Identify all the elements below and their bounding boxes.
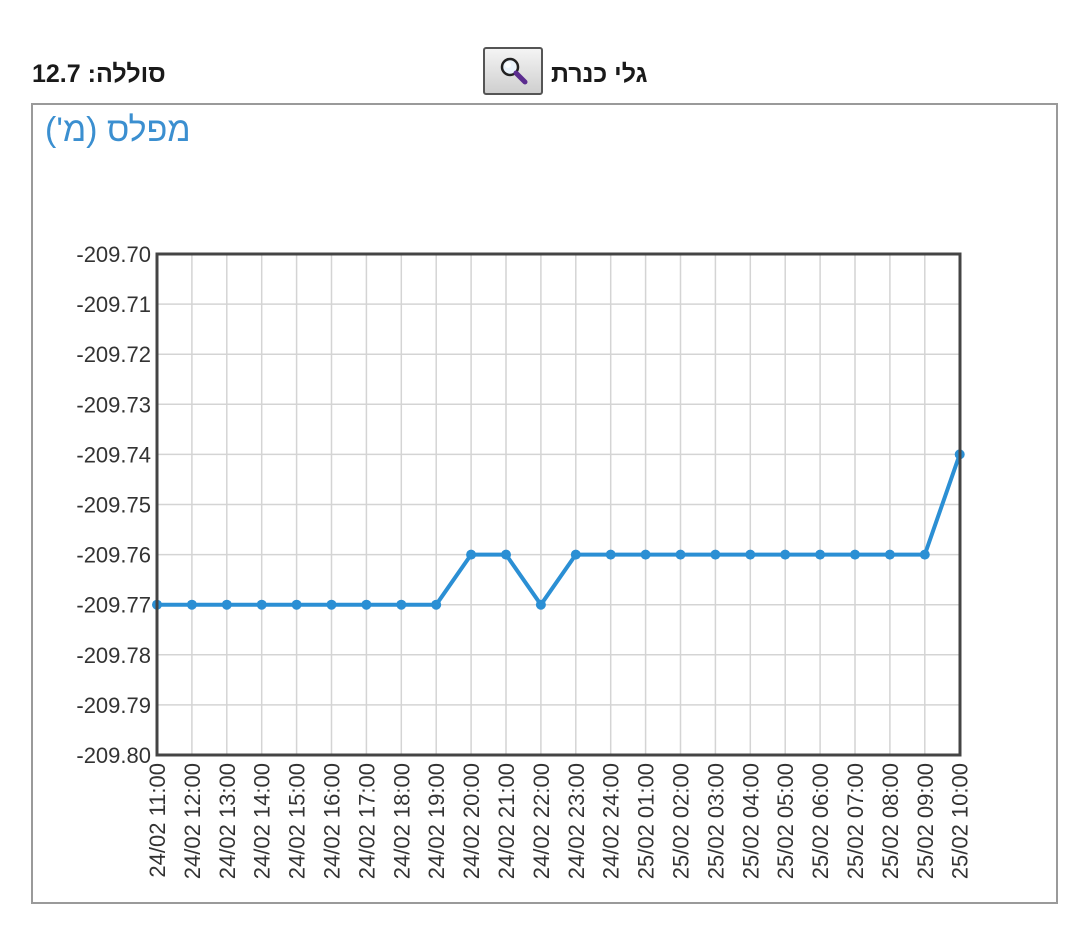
y-tick-label: -209.77	[76, 593, 151, 618]
data-point	[326, 599, 337, 610]
y-axis-ticks: -209.70 -209.71 -209.72 -209.73 -209.74 -209.…	[76, 242, 151, 768]
x-tick-label: 25/02 07:00	[843, 763, 868, 879]
data-point	[291, 599, 302, 610]
data-point	[256, 599, 267, 610]
x-tick-label: 25/02 02:00	[669, 763, 694, 879]
x-tick-label: 24/02 18:00	[389, 763, 414, 879]
x-tick-label: 25/02 09:00	[913, 763, 938, 879]
x-tick-label: 25/02 06:00	[808, 763, 833, 879]
y-tick-label: -209.79	[76, 693, 151, 718]
x-axis-ticks: 24/02 11:00 24/02 12:00 24/02 13:00 24/02 1…	[145, 763, 973, 879]
search-button[interactable]	[483, 47, 543, 95]
x-tick-label: 24/02 16:00	[320, 763, 345, 879]
grid-lines	[156, 253, 961, 756]
y-tick-label: -209.75	[76, 493, 151, 518]
x-tick-label: 24/02 17:00	[354, 763, 379, 879]
y-tick-label: -209.76	[76, 543, 151, 568]
y-tick-label: -209.70	[76, 242, 151, 267]
data-point	[535, 599, 546, 610]
y-tick-label: -209.73	[76, 392, 151, 417]
x-tick-label: 25/02 04:00	[738, 763, 763, 879]
x-tick-label: 24/02 19:00	[424, 763, 449, 879]
data-point	[919, 549, 930, 560]
data-point	[570, 549, 581, 560]
data-point	[815, 549, 826, 560]
x-tick-label: 24/02 11:00	[145, 763, 170, 878]
x-tick-label: 25/02 08:00	[878, 763, 903, 879]
x-tick-label: 24/02 14:00	[250, 763, 275, 879]
x-tick-label: 25/02 03:00	[703, 763, 728, 879]
y-tick-label: -209.78	[76, 643, 151, 668]
x-tick-label: 25/02 10:00	[948, 763, 973, 879]
series-line	[157, 453, 962, 607]
data-point	[221, 599, 232, 610]
magnifier-icon	[500, 57, 528, 85]
chart-title: מפלס (מ')	[45, 111, 191, 149]
data-point	[884, 549, 895, 560]
data-point	[605, 549, 616, 560]
x-tick-label: 24/02 22:00	[529, 763, 554, 879]
x-tick-label: 24/02 23:00	[564, 763, 589, 879]
battery-status: סוללה: 12.7	[32, 60, 166, 88]
y-tick-label: -209.72	[76, 342, 151, 367]
data-point	[396, 599, 407, 610]
x-tick-label: 24/02 15:00	[285, 763, 310, 879]
data-point	[466, 549, 477, 560]
x-tick-label: 24/02 13:00	[215, 763, 240, 879]
header: סוללה: 12.7 גלי כנרת	[0, 40, 1080, 104]
x-tick-label: 24/02 20:00	[459, 763, 484, 879]
data-point	[675, 549, 686, 560]
data-point	[850, 549, 860, 560]
data-point	[780, 549, 791, 560]
data-point	[361, 599, 372, 610]
data-point	[501, 549, 511, 560]
x-tick-label: 25/02 05:00	[773, 763, 798, 879]
x-tick-label: 25/02 01:00	[634, 763, 659, 879]
x-tick-label: 24/02 21:00	[494, 763, 519, 879]
chart-container: מפלס (מ') -209.70 -209.71 -209.72 -209.73 -2…	[31, 103, 1058, 904]
series-layer	[152, 449, 965, 610]
x-tick-label: 24/02 24:00	[599, 763, 624, 879]
data-point	[640, 549, 651, 560]
data-point	[186, 599, 197, 610]
y-tick-label: -209.74	[76, 442, 151, 467]
plot-border	[155, 252, 962, 757]
chart-plot: -209.70 -209.71 -209.72 -209.73 -209.74 -209.…	[76, 242, 973, 879]
y-tick-label: -209.71	[76, 292, 151, 317]
y-tick-label: -209.80	[76, 743, 151, 768]
lake-label: גלי כנרת	[551, 60, 648, 88]
data-point	[710, 549, 721, 560]
data-point	[431, 599, 442, 610]
data-point	[745, 549, 756, 560]
x-tick-label: 24/02 12:00	[180, 763, 205, 879]
